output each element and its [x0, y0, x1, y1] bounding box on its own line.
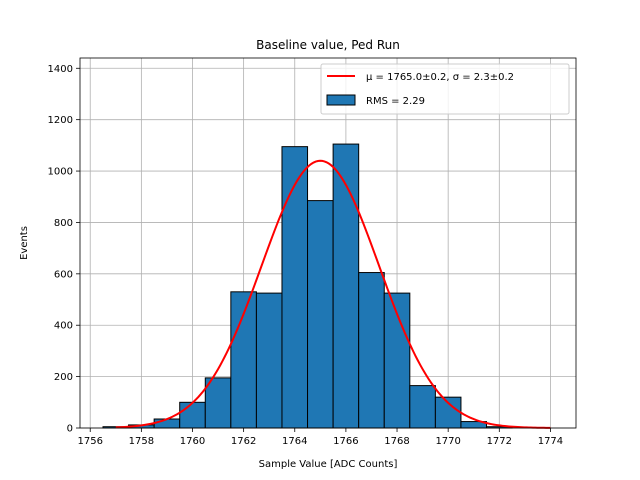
y-tick-label: 1400: [48, 64, 73, 75]
x-axis-ticks: 1756 1758 1760 1762 1764 1766 1768 1770 1772 1774: [78, 428, 563, 447]
chart-title: Baseline value, Ped Run: [256, 38, 400, 52]
legend-hist-swatch: [326, 94, 356, 106]
y-axis-ticks: 0 200 400 600 800 1000 1200 1400: [48, 64, 80, 435]
histogram-bars: [102, 143, 513, 429]
y-tick-label: 1000: [48, 167, 73, 178]
x-axis-label: Sample Value [ADC Counts]: [259, 459, 398, 470]
legend: μ = 1765.0±0.2, σ = 2.3±0.2 RMS = 2.29: [320, 63, 570, 115]
gaussian-fit-line: [115, 159, 551, 429]
legend-hist-label: RMS = 2.29: [366, 96, 425, 107]
x-tick-label: 1772: [487, 436, 512, 447]
y-tick-label: 1200: [48, 115, 73, 126]
x-tick-label: 1762: [231, 436, 256, 447]
x-tick-label: 1758: [129, 436, 154, 447]
y-tick-label: 200: [54, 372, 73, 383]
legend-fit-label: μ = 1765.0±0.2, σ = 2.3±0.2: [366, 72, 514, 83]
histogram-bar: [409, 385, 436, 429]
histogram-bar: [281, 146, 309, 429]
y-axis-label: Events: [19, 226, 30, 260]
histogram-bar: [307, 200, 334, 429]
y-tick-label: 800: [54, 218, 73, 229]
x-tick-label: 1768: [384, 436, 409, 447]
x-tick-label: 1766: [333, 436, 358, 447]
y-tick-label: 0: [67, 424, 73, 435]
histogram-bar: [179, 401, 206, 429]
histogram-bar: [255, 292, 283, 429]
x-tick-label: 1774: [538, 436, 563, 447]
histogram-bar: [153, 418, 181, 429]
histogram-bar: [332, 143, 360, 429]
x-tick-label: 1770: [435, 436, 460, 447]
x-tick-label: 1764: [282, 436, 307, 447]
x-tick-label: 1756: [78, 436, 103, 447]
histogram-bar: [358, 272, 385, 429]
histogram-bar: [204, 377, 232, 429]
x-tick-label: 1760: [180, 436, 205, 447]
legend-box: [320, 63, 570, 115]
y-tick-label: 400: [54, 321, 73, 332]
plot-frame: [79, 57, 577, 429]
fit-curve: [115, 159, 551, 429]
y-tick-label: 600: [54, 269, 73, 280]
